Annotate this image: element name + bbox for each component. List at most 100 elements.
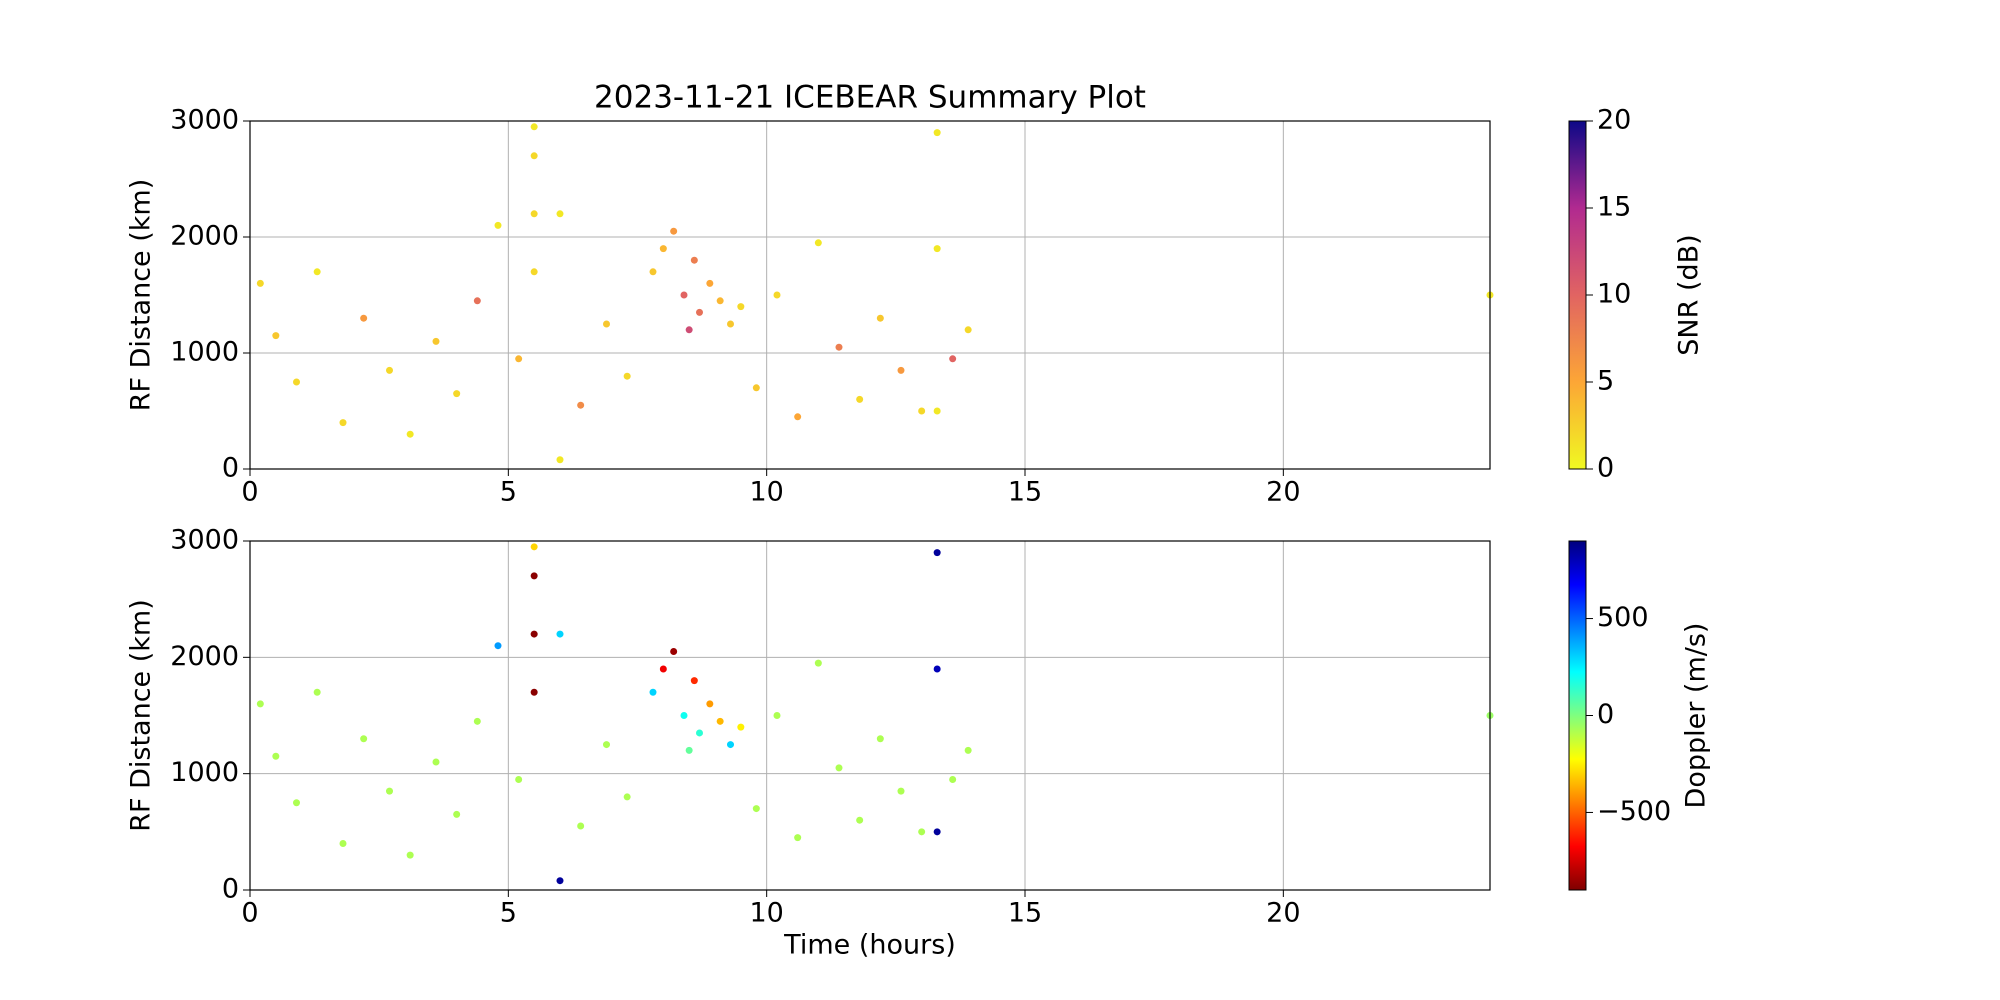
colorbar-tick-label: 500	[1597, 602, 1649, 633]
data-point	[835, 343, 843, 351]
data-point	[773, 712, 781, 719]
colorbar-label: Doppler (m/s)	[1681, 623, 1712, 809]
data-point	[680, 291, 688, 299]
data-point	[494, 642, 502, 650]
data-point	[670, 227, 678, 235]
data-point	[256, 700, 264, 708]
colorbar-tick-label: 15	[1597, 192, 1631, 223]
data-point	[933, 129, 941, 137]
data-point	[530, 688, 538, 696]
x-tick-label: 5	[500, 898, 517, 929]
data-point	[530, 572, 538, 580]
data-point	[272, 332, 280, 340]
chart-title: 2023-11-21 ICEBEAR Summary Plot	[594, 80, 1146, 116]
data-point	[918, 828, 926, 836]
data-point	[360, 314, 368, 322]
data-point	[272, 752, 280, 760]
data-point	[386, 366, 393, 374]
data-point	[293, 378, 300, 386]
data-point	[727, 320, 734, 328]
x-tick-label: 20	[1266, 898, 1300, 929]
data-point	[690, 256, 698, 264]
data-point	[432, 337, 440, 345]
data-point	[752, 384, 760, 392]
plot-frame	[249, 120, 1491, 470]
colorbar-tick-label: 0	[1597, 699, 1614, 730]
data-point	[556, 877, 564, 885]
colorbar-tick-label: 5	[1597, 366, 1614, 397]
data-point	[603, 320, 610, 328]
data-point	[556, 210, 564, 218]
colorbar-tick-label: 10	[1597, 279, 1631, 310]
x-axis-label: Time (hours)	[783, 930, 956, 961]
data-point	[313, 268, 321, 276]
data-point	[933, 245, 941, 253]
data-point	[690, 677, 698, 685]
y-axis-label: RF Distance (km)	[126, 599, 157, 832]
x-tick-label: 15	[1008, 898, 1042, 929]
data-point	[659, 245, 667, 253]
data-point	[473, 717, 481, 725]
x-tick-label: 15	[1008, 477, 1042, 508]
data-point	[530, 543, 538, 551]
data-point	[360, 735, 368, 743]
data-point	[876, 735, 884, 743]
data-point	[432, 758, 440, 766]
data-point	[706, 279, 714, 287]
data-point	[814, 659, 822, 667]
data-point	[814, 239, 822, 247]
data-point	[856, 395, 864, 403]
data-point	[933, 665, 941, 673]
data-point	[856, 816, 864, 824]
y-tick-label: 1000	[170, 337, 239, 368]
data-point	[773, 291, 781, 299]
data-point	[659, 665, 667, 673]
data-point	[577, 401, 585, 409]
data-point	[453, 390, 461, 398]
y-tick-label: 0	[222, 874, 239, 905]
data-point	[406, 430, 414, 438]
data-point	[680, 712, 688, 719]
data-point	[530, 152, 538, 160]
data-point	[918, 407, 926, 415]
data-point	[623, 372, 631, 380]
data-point	[293, 799, 300, 807]
data-point	[406, 851, 414, 859]
x-tick-label: 10	[749, 477, 783, 508]
data-point	[716, 717, 724, 725]
data-point	[515, 775, 523, 783]
data-point	[530, 268, 538, 276]
data-point	[752, 805, 760, 813]
data-point	[716, 297, 724, 305]
plot-frame	[249, 540, 1491, 891]
data-point	[706, 700, 714, 708]
data-point	[794, 413, 802, 421]
data-point	[623, 793, 631, 801]
y-tick-label: 3000	[170, 525, 239, 556]
data-point	[835, 764, 843, 772]
data-point	[685, 326, 693, 334]
data-point	[933, 828, 941, 836]
x-tick-label: 20	[1266, 477, 1300, 508]
data-point	[530, 210, 538, 218]
data-point	[530, 123, 538, 131]
data-point	[876, 314, 884, 322]
data-point	[737, 723, 745, 731]
colorbar	[1568, 120, 1587, 470]
data-point	[696, 308, 703, 316]
y-tick-label: 2000	[170, 641, 239, 672]
x-tick-label: 5	[500, 477, 517, 508]
data-point	[964, 746, 972, 754]
data-point	[727, 741, 734, 749]
data-point	[685, 746, 693, 754]
data-point	[339, 839, 347, 847]
y-tick-label: 0	[222, 453, 239, 484]
data-point	[530, 630, 538, 638]
data-point	[313, 688, 321, 696]
data-point	[473, 297, 481, 305]
y-tick-label: 2000	[170, 221, 239, 252]
data-point	[933, 407, 941, 415]
colorbar-tick-label: 0	[1597, 453, 1614, 484]
data-point	[964, 326, 972, 334]
